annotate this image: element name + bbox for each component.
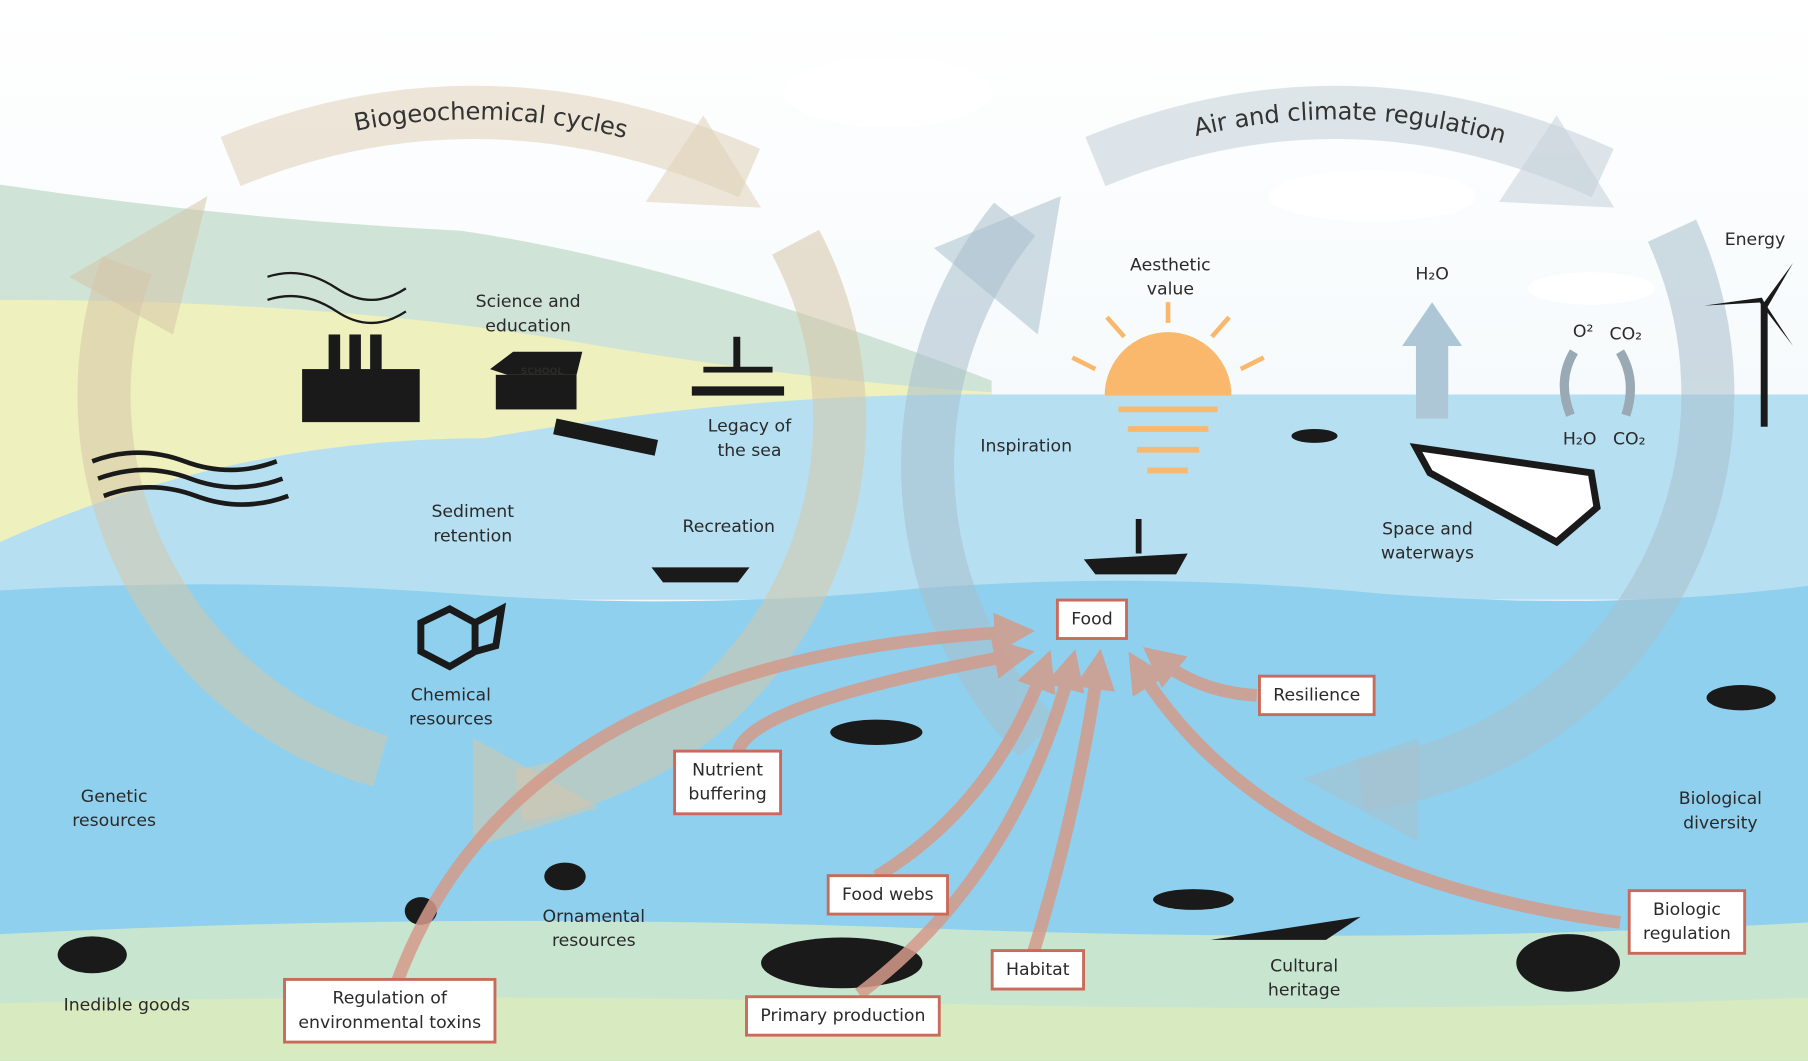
service-label: Space and (1382, 519, 1473, 539)
boxed-service: Regulation of environmental toxins (285, 979, 495, 1042)
service-label: Energy (1725, 230, 1786, 250)
boxed-service: Nutrient buffering (675, 751, 781, 814)
service-label: education (485, 316, 571, 336)
boxed-service-label: environmental toxins (298, 1013, 481, 1033)
service-label: Genetic (81, 787, 148, 807)
service-label: Chemical (411, 685, 491, 705)
boxed-service-label: Biologic (1653, 900, 1721, 920)
service-label: Ornamental (543, 907, 646, 927)
boxed-service: Food webs (828, 876, 947, 914)
service-label: Inedible goods (64, 996, 190, 1016)
service-label: value (1147, 280, 1194, 300)
service-label: Recreation (683, 517, 775, 537)
boxed-service-label: Primary production (760, 1006, 925, 1026)
evaporation-label: H₂O (1415, 265, 1449, 285)
gas-label: H₂O (1563, 429, 1597, 449)
boxed-service: Biologic regulation (1629, 891, 1744, 954)
service-label: Cultural (1270, 956, 1338, 976)
boxed-service: Resilience (1259, 676, 1374, 714)
ecosystem-diagram: Biogeochemical cycles Air and climate re… (0, 0, 1808, 1061)
gas-label: CO₂ (1610, 324, 1643, 344)
boxed-service-label: Food (1071, 609, 1112, 629)
boxed-service-label: Nutrient (692, 760, 763, 780)
boxed-service-label: Resilience (1273, 685, 1360, 705)
service-label: Science and (476, 292, 581, 312)
service-label: waterways (1381, 544, 1474, 564)
service-label: resources (409, 710, 493, 730)
service-label: retention (433, 526, 512, 546)
gas-label: O² (1573, 322, 1594, 342)
boxed-service-label: regulation (1643, 924, 1731, 944)
service-label: Legacy of (708, 417, 792, 437)
service-label: the sea (717, 441, 781, 461)
service-label: Sediment (431, 502, 514, 522)
boxed-service-label: Food webs (842, 885, 934, 905)
boxed-service-label: buffering (688, 785, 766, 805)
service-label: Inspiration (980, 436, 1072, 456)
boxed-service-label: Habitat (1006, 960, 1070, 980)
boxed-service: Habitat (992, 951, 1083, 989)
service-label: diversity (1683, 813, 1758, 833)
school-icon (490, 352, 582, 410)
boxed-service: Primary production (747, 997, 940, 1035)
service-label: resources (72, 811, 156, 831)
gas-label: CO₂ (1613, 429, 1646, 449)
service-label: Aesthetic (1130, 255, 1211, 275)
service-label: heritage (1268, 981, 1340, 1001)
boxed-service-label: Regulation of (333, 989, 448, 1009)
school-sign: SCHOOL (521, 366, 564, 377)
boat-icon (651, 567, 749, 582)
service-label: resources (552, 931, 636, 951)
boxed-service: Food (1057, 600, 1126, 638)
service-label: Biological (1679, 789, 1762, 809)
